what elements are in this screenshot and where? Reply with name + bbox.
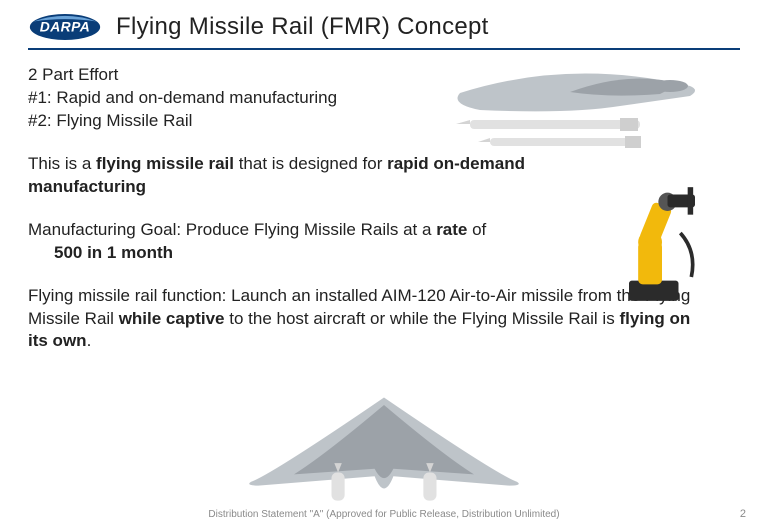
goal-text-2: of <box>467 220 486 239</box>
goal-text-1: Manufacturing Goal: Produce Flying Missi… <box>28 220 436 239</box>
desc-text-2: that is designed for <box>234 154 387 173</box>
goal-section: Manufacturing Goal: Produce Flying Missi… <box>28 219 528 265</box>
robot-arm-illustration <box>596 178 706 306</box>
goal-bold-2: 500 in 1 month <box>54 243 173 262</box>
svg-text:DARPA: DARPA <box>40 19 91 35</box>
slide: DARPA Flying Missile Rail (FMR) Concept … <box>0 0 768 526</box>
distribution-statement: Distribution Statement "A" (Approved for… <box>0 509 768 520</box>
aircraft-top-illustration <box>420 48 720 168</box>
slide-header: DARPA Flying Missile Rail (FMR) Concept <box>28 12 740 50</box>
desc-bold-1: flying missile rail <box>96 154 234 173</box>
desc-text-1: This is a <box>28 154 96 173</box>
goal-bold-1: rate <box>436 220 467 239</box>
func-text-2: to the host aircraft or while the Flying… <box>225 309 620 328</box>
darpa-logo: DARPA <box>28 12 102 42</box>
page-number: 2 <box>740 508 746 520</box>
aircraft-bottom-illustration <box>234 390 534 503</box>
slide-title: Flying Missile Rail (FMR) Concept <box>116 13 489 41</box>
func-bold-1: while captive <box>119 309 225 328</box>
func-text-3: . <box>87 331 92 350</box>
